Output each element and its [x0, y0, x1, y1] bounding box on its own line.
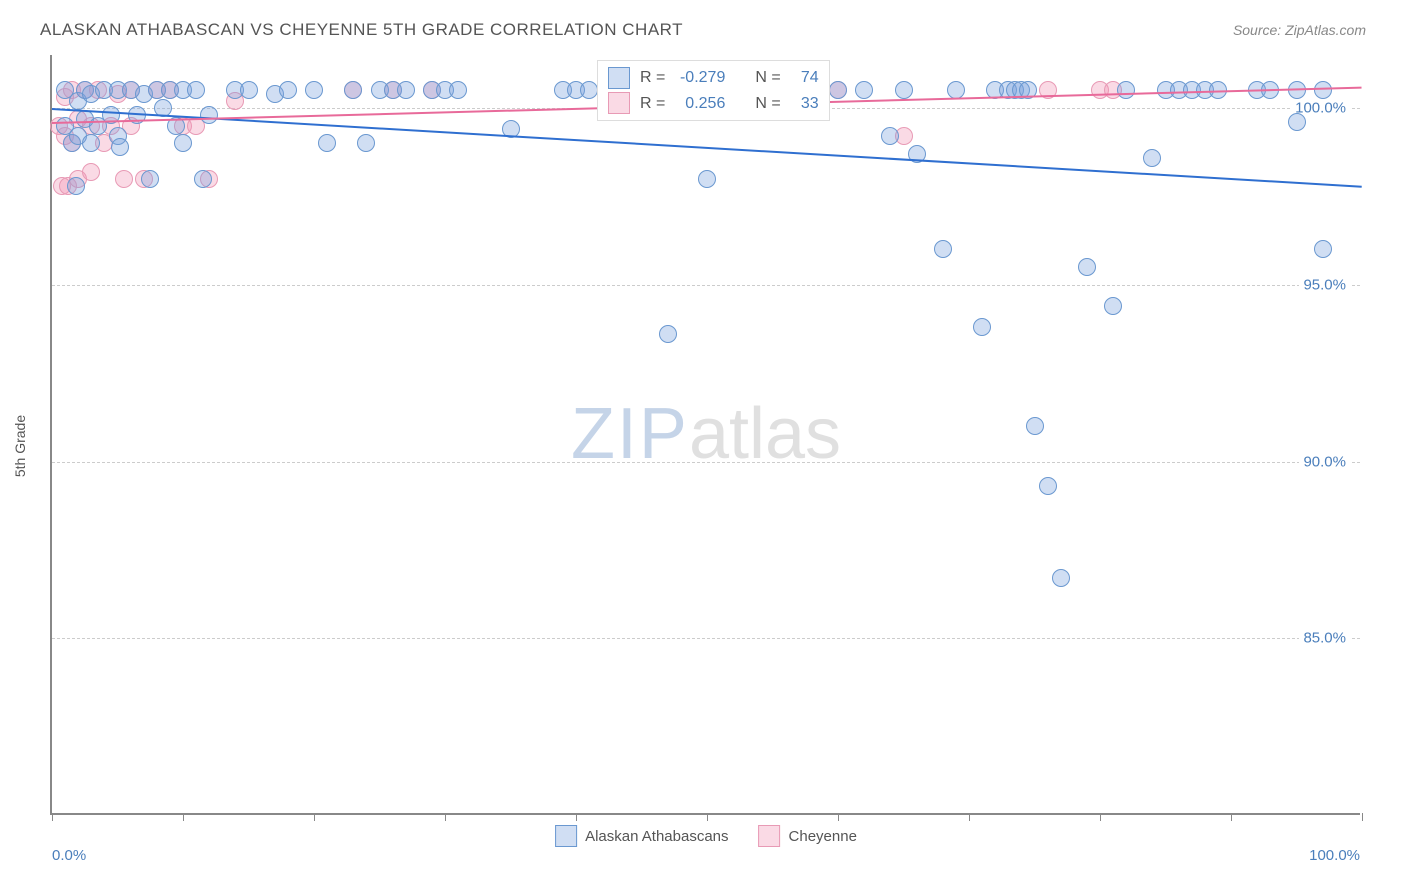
legend-swatch	[555, 825, 577, 847]
x-tick	[838, 813, 839, 821]
stats-legend: R = -0.279 N = 74 R = 0.256 N = 33	[597, 60, 830, 121]
athabascan-point	[1078, 258, 1096, 276]
athabascan-point	[855, 81, 873, 99]
stats-legend-row: R = 0.256 N = 33	[608, 91, 819, 117]
plot-area: 100.0%95.0%90.0%85.0% ZIPatlas R =-0.279…	[50, 55, 1360, 815]
athabascan-point	[194, 170, 212, 188]
n-value: 74	[791, 65, 819, 91]
athabascan-point	[895, 81, 913, 99]
athabascan-point	[580, 81, 598, 99]
legend-label: Alaskan Athabascans	[585, 828, 728, 845]
gridline	[52, 462, 1360, 463]
athabascan-point	[187, 81, 205, 99]
athabascan-point	[1039, 477, 1057, 495]
y-axis-title: 5th Grade	[12, 415, 28, 477]
athabascan-point	[344, 81, 362, 99]
athabascan-point	[397, 81, 415, 99]
x-tick	[707, 813, 708, 821]
stats-legend-row: R = -0.279 N = 74	[608, 65, 819, 91]
athabascan-point	[318, 134, 336, 152]
athabascan-point	[357, 134, 375, 152]
athabascan-point	[200, 106, 218, 124]
n-label: N =	[755, 65, 780, 91]
athabascan-point	[881, 127, 899, 145]
cheyenne-point	[82, 163, 100, 181]
athabascan-point	[1314, 81, 1332, 99]
y-tick-label: 95.0%	[1299, 276, 1350, 293]
x-tick	[576, 813, 577, 821]
x-tick	[1362, 813, 1363, 821]
x-tick	[969, 813, 970, 821]
cheyenne-point	[115, 170, 133, 188]
athabascan-point	[67, 177, 85, 195]
athabascan-point	[659, 325, 677, 343]
x-tick	[314, 813, 315, 821]
legend-item: Cheyenne	[759, 825, 857, 847]
x-tick	[52, 813, 53, 821]
legend-swatch	[608, 92, 630, 114]
athabascan-point	[174, 134, 192, 152]
athabascan-point	[305, 81, 323, 99]
source-attribution: Source: ZipAtlas.com	[1233, 22, 1366, 38]
x-tick	[1231, 813, 1232, 821]
gridline	[52, 638, 1360, 639]
legend-item: Alaskan Athabascans	[555, 825, 728, 847]
legend-label: Cheyenne	[789, 828, 857, 845]
y-tick-label: 90.0%	[1299, 453, 1350, 470]
athabascan-point	[449, 81, 467, 99]
athabascan-point	[82, 134, 100, 152]
series-legend: Alaskan Athabascans Cheyenne	[555, 825, 857, 847]
athabascan-point	[1143, 149, 1161, 167]
chart-title: ALASKAN ATHABASCAN VS CHEYENNE 5TH GRADE…	[40, 20, 683, 40]
y-tick-label: 85.0%	[1299, 630, 1350, 647]
athabascan-point	[1117, 81, 1135, 99]
athabascan-point	[240, 81, 258, 99]
athabascan-point	[1288, 113, 1306, 131]
gridline	[52, 285, 1360, 286]
x-tick	[1100, 813, 1101, 821]
legend-swatch	[608, 67, 630, 89]
r-value: 0.256	[675, 91, 725, 117]
legend-swatch	[759, 825, 781, 847]
athabascan-point	[1052, 569, 1070, 587]
x-tick	[183, 813, 184, 821]
athabascan-point	[111, 138, 129, 156]
chart-header: ALASKAN ATHABASCAN VS CHEYENNE 5TH GRADE…	[40, 20, 1366, 40]
athabascan-point	[1314, 240, 1332, 258]
x-max-label: 100.0%	[1309, 847, 1360, 864]
athabascan-point	[1026, 417, 1044, 435]
athabascan-point	[141, 170, 159, 188]
r-label: R =	[640, 65, 665, 91]
athabascan-point	[1104, 297, 1122, 315]
n-label: N =	[755, 91, 780, 117]
x-tick	[445, 813, 446, 821]
x-min-label: 0.0%	[52, 847, 86, 864]
athabascan-point	[698, 170, 716, 188]
athabascan-point	[829, 81, 847, 99]
athabascan-point	[279, 81, 297, 99]
athabascan-point	[973, 318, 991, 336]
r-value: -0.279	[675, 65, 725, 91]
n-value: 33	[791, 91, 819, 117]
r-label: R =	[640, 91, 665, 117]
athabascan-point	[934, 240, 952, 258]
